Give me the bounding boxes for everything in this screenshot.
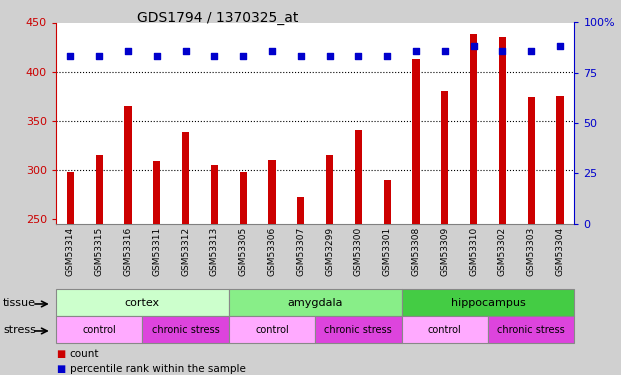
Text: GDS1794 / 1370325_at: GDS1794 / 1370325_at	[137, 11, 298, 25]
Point	[152, 53, 161, 59]
Text: count: count	[70, 349, 99, 359]
Point	[181, 48, 191, 54]
Text: GSM53307: GSM53307	[296, 227, 306, 276]
Bar	[355, 130, 362, 224]
Bar	[297, 197, 304, 223]
Text: GSM53316: GSM53316	[124, 227, 132, 276]
Bar	[470, 34, 477, 224]
Bar	[556, 96, 564, 224]
Text: ■: ■	[56, 364, 65, 374]
Bar	[96, 155, 102, 224]
Text: GSM53312: GSM53312	[181, 227, 190, 276]
Point	[325, 53, 335, 59]
Text: GSM53305: GSM53305	[238, 227, 248, 276]
Bar	[124, 106, 132, 224]
Bar	[211, 165, 218, 224]
Text: chronic stress: chronic stress	[325, 325, 392, 334]
Text: GSM53301: GSM53301	[383, 227, 392, 276]
Point	[238, 53, 248, 59]
Point	[267, 48, 277, 54]
Text: GSM53309: GSM53309	[440, 227, 449, 276]
Point	[382, 53, 392, 59]
Text: GSM53308: GSM53308	[412, 227, 420, 276]
Point	[440, 48, 450, 54]
Text: GSM53302: GSM53302	[498, 227, 507, 276]
Bar	[412, 59, 420, 223]
Point	[469, 43, 479, 49]
Bar	[499, 37, 506, 224]
Point	[353, 53, 363, 59]
Bar	[326, 155, 333, 224]
Point	[411, 48, 421, 54]
Text: tissue: tissue	[3, 298, 36, 307]
Text: stress: stress	[3, 325, 36, 334]
Bar	[240, 171, 247, 224]
Text: ■: ■	[56, 349, 65, 359]
Text: GSM53300: GSM53300	[354, 227, 363, 276]
Text: control: control	[428, 325, 461, 334]
Text: GSM53315: GSM53315	[94, 227, 104, 276]
Text: cortex: cortex	[125, 298, 160, 307]
Bar	[182, 132, 189, 224]
Text: GSM53310: GSM53310	[469, 227, 478, 276]
Text: GSM53306: GSM53306	[268, 227, 276, 276]
Text: chronic stress: chronic stress	[152, 325, 219, 334]
Bar	[66, 171, 74, 224]
Point	[123, 48, 133, 54]
Text: GSM53311: GSM53311	[152, 227, 161, 276]
Bar	[153, 161, 160, 224]
Text: GSM53313: GSM53313	[210, 227, 219, 276]
Text: hippocampus: hippocampus	[451, 298, 525, 307]
Text: GSM53314: GSM53314	[66, 227, 75, 276]
Text: GSM53304: GSM53304	[556, 227, 564, 276]
Text: control: control	[255, 325, 289, 334]
Text: chronic stress: chronic stress	[497, 325, 565, 334]
Bar	[384, 180, 391, 224]
Text: GSM53299: GSM53299	[325, 227, 334, 276]
Text: amygdala: amygdala	[288, 298, 343, 307]
Point	[497, 48, 507, 54]
Text: GSM53303: GSM53303	[527, 227, 536, 276]
Point	[94, 53, 104, 59]
Bar	[441, 91, 448, 224]
Text: control: control	[82, 325, 116, 334]
Bar	[268, 160, 276, 224]
Point	[526, 48, 536, 54]
Text: percentile rank within the sample: percentile rank within the sample	[70, 364, 245, 374]
Point	[209, 53, 219, 59]
Bar	[528, 97, 535, 224]
Point	[65, 53, 75, 59]
Point	[555, 43, 565, 49]
Point	[296, 53, 306, 59]
